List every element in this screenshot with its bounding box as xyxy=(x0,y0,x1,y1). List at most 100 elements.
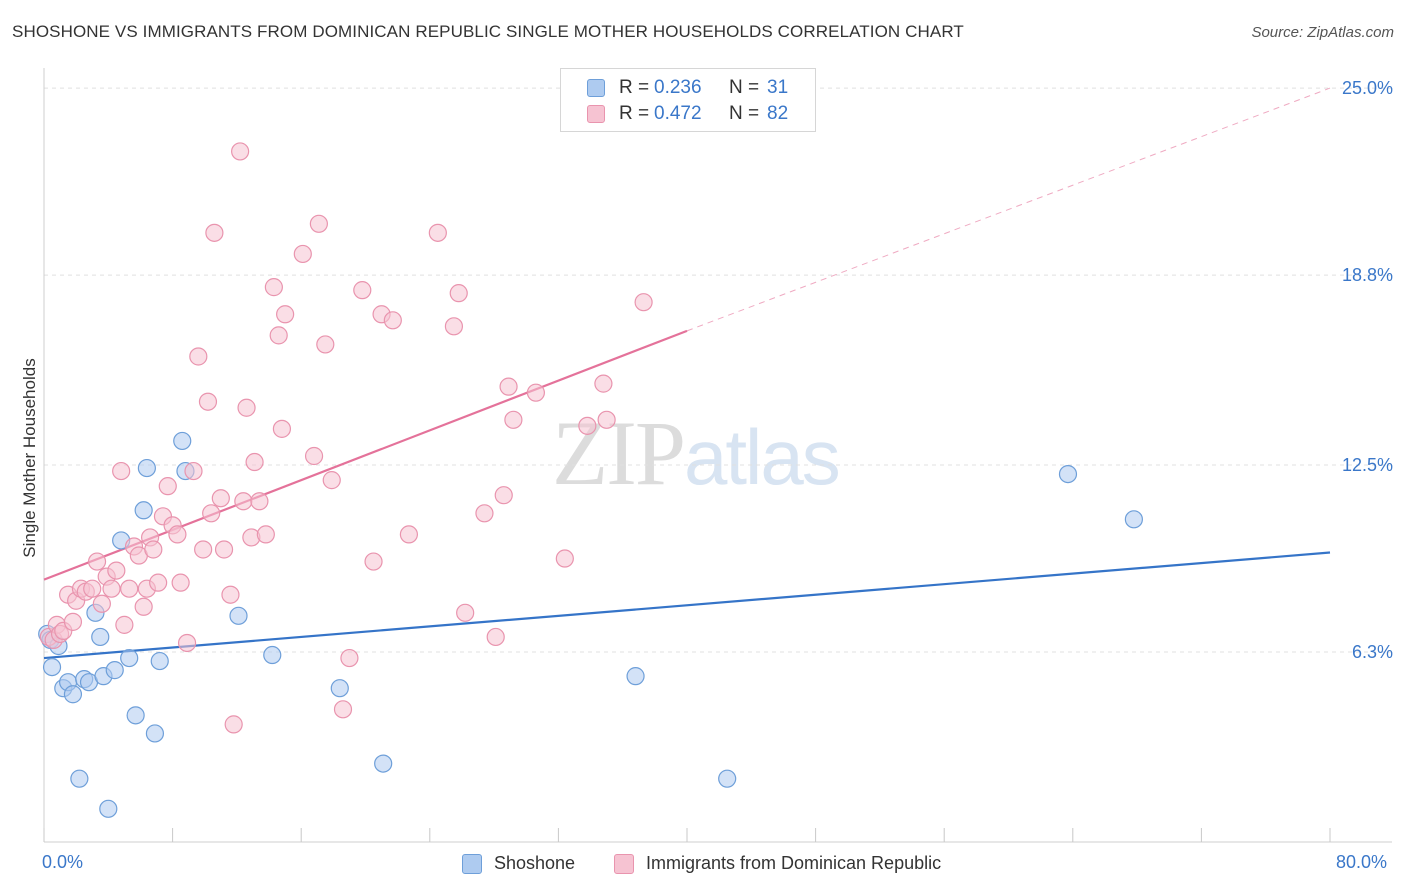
dominican-point xyxy=(189,347,208,366)
dominican-point xyxy=(333,700,353,719)
shoshone-point xyxy=(173,431,192,451)
dominican-point xyxy=(504,410,523,429)
shoshone-point xyxy=(718,769,737,788)
shoshone-point xyxy=(105,661,124,680)
dominican-point xyxy=(304,446,324,466)
dominican-point xyxy=(205,223,224,242)
axes xyxy=(43,68,1392,843)
shoshone-trend-line xyxy=(43,551,1331,660)
dominican-point xyxy=(92,594,111,613)
series-swatch-shoshone xyxy=(462,854,482,874)
dominican-point xyxy=(494,486,513,505)
dominican-point xyxy=(112,461,131,481)
y-tick-label: 18.8% xyxy=(1342,265,1393,285)
dominican-point xyxy=(134,597,153,616)
y-tick-label: 6.3% xyxy=(1352,642,1393,662)
dominican-trend-extension xyxy=(686,87,1331,332)
shoshone-point xyxy=(120,648,139,668)
dominican-point xyxy=(578,416,597,435)
dominican-point xyxy=(250,492,269,511)
x-tick-min: 0.0% xyxy=(42,852,84,872)
dominican-point xyxy=(102,579,121,598)
watermark-atlas: atlas xyxy=(684,413,841,501)
dominican-point xyxy=(63,612,83,631)
dominican-point xyxy=(444,317,464,336)
dominican-point xyxy=(276,305,295,324)
shoshone-point xyxy=(63,685,83,704)
dominican-point xyxy=(526,383,545,402)
dominican-point xyxy=(499,377,518,396)
shoshone-point xyxy=(374,754,393,773)
y-tick-label: 25.0% xyxy=(1342,78,1393,98)
watermark-zip: ZIP xyxy=(552,402,686,504)
shoshone-point xyxy=(1058,464,1078,484)
dominican-point xyxy=(149,573,168,592)
dominican-point xyxy=(353,281,372,300)
dominican-point xyxy=(486,627,505,647)
shoshone-point xyxy=(126,706,145,725)
y-tick-labels: 6.3% 12.5% 18.8% 25.0% xyxy=(1342,78,1393,662)
dominican-point xyxy=(231,142,250,161)
dominican-point xyxy=(234,492,253,511)
shoshone-point xyxy=(330,679,349,698)
shoshone-point xyxy=(134,501,153,520)
dominican-point xyxy=(293,244,312,264)
legend-n-label: N = xyxy=(729,103,760,124)
zipatlas-watermark: ZIPatlas xyxy=(552,400,841,506)
dominican-point xyxy=(340,648,359,668)
dominican-point xyxy=(211,489,230,508)
dominican-point xyxy=(456,603,475,622)
dominican-point xyxy=(364,552,383,571)
chart-title: SHOSHONE VS IMMIGRANTS FROM DOMINICAN RE… xyxy=(12,22,964,41)
x-tick-max: 80.0% xyxy=(1336,852,1388,872)
legend-swatch-dominican xyxy=(587,105,605,123)
dominican-point xyxy=(184,461,203,481)
dominican-point xyxy=(269,326,288,345)
dominican-point xyxy=(214,540,234,559)
gridlines xyxy=(44,87,1392,653)
shoshone-point xyxy=(229,606,248,625)
dominican-point xyxy=(555,549,574,568)
legend-r-label: R = xyxy=(619,77,650,98)
series-label-shoshone: Shoshone xyxy=(494,853,576,873)
dominican-point xyxy=(221,585,240,604)
legend-n-value: 82 xyxy=(767,103,789,124)
series-swatch-dominican xyxy=(614,854,634,874)
dominican-point xyxy=(449,284,468,303)
dominican-point xyxy=(475,504,494,523)
dominican-point xyxy=(309,214,328,233)
dominican-point xyxy=(634,293,653,312)
shoshone-point xyxy=(137,458,156,478)
dominican-point xyxy=(168,525,187,544)
dominican-point xyxy=(224,715,243,734)
y-tick-label: 12.5% xyxy=(1342,455,1393,475)
legend-n-label: N = xyxy=(729,77,760,98)
legend-n-value: 31 xyxy=(767,77,789,98)
dominican-point xyxy=(87,552,107,571)
shoshone-point xyxy=(150,651,169,671)
dominican-point xyxy=(144,540,163,559)
dominican-point xyxy=(399,525,419,544)
shoshone-point xyxy=(91,627,110,647)
correlation-legend: R = 0.236 N = 31 R = 0.472 N = 82 xyxy=(560,68,816,132)
dominican-point xyxy=(597,410,616,429)
dominican-point xyxy=(202,504,221,523)
legend-r-value: 0.472 xyxy=(654,103,702,124)
dominican-point xyxy=(158,477,177,496)
dominican-point xyxy=(120,579,139,598)
legend-r-value: 0.236 xyxy=(654,77,702,98)
dominican-point xyxy=(428,223,447,242)
shoshone-point xyxy=(70,769,89,788)
shoshone-point xyxy=(626,667,645,686)
trend-lines xyxy=(43,87,1331,660)
data-points xyxy=(38,142,1143,818)
shoshone-point xyxy=(42,657,62,677)
dominican-point xyxy=(316,335,335,354)
dominican-point xyxy=(245,452,264,472)
legend-row-shoshone: R = 0.236 N = 31 xyxy=(561,75,815,101)
dominican-point xyxy=(171,573,190,592)
dominican-point xyxy=(198,392,218,411)
shoshone-point xyxy=(263,645,282,665)
dominican-point xyxy=(256,525,275,544)
